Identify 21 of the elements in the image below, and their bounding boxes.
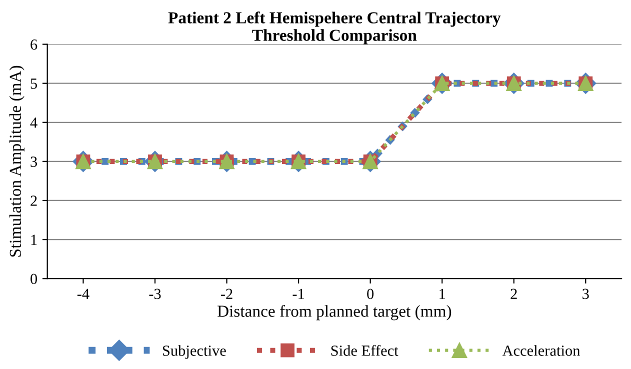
x-tick-label: 2 (510, 288, 517, 299)
y-tick-label: 2 (30, 196, 37, 206)
y-tick-label: 3 (30, 156, 38, 167)
y-axis-title: Stimulation Amplitude (mA) (9, 66, 24, 257)
x-tick-label: 1 (440, 288, 445, 299)
x-tick-label: 3 (582, 288, 589, 300)
legend-label: Subjective (162, 345, 226, 359)
y-tick-label: 4 (30, 118, 38, 128)
x-tick-label: -1 (292, 288, 304, 299)
legend-label: Side Effect (331, 344, 398, 356)
x-axis-title: Distance from planned target (mm) (218, 304, 452, 320)
y-tick-label: 1 (31, 234, 37, 245)
x-tick-label: -2 (220, 288, 232, 299)
x-tick-label: 0 (367, 288, 374, 300)
legend-label: Acceleration (502, 345, 580, 356)
y-tick-label: 6 (30, 39, 38, 50)
y-tick-label: 0 (30, 274, 38, 284)
x-tick-label: -3 (149, 288, 161, 300)
y-tick-label: 5 (30, 78, 38, 89)
chart-title: Patient 2 Left Hemispehere Central Trajectory Threshold Comparison (168, 12, 501, 44)
x-tick-label: -4 (77, 288, 90, 299)
